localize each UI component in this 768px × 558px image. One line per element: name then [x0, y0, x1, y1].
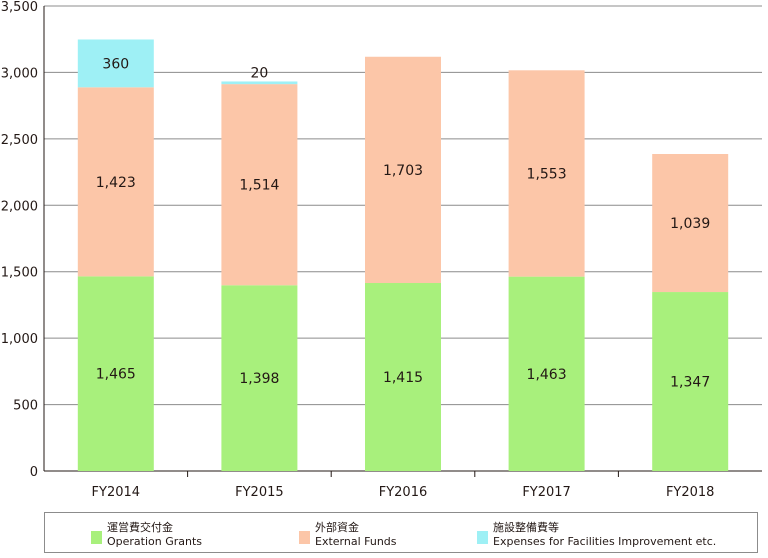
legend-label-ja: 施設整備費等 — [493, 521, 559, 534]
bar-external-funds — [508, 70, 585, 277]
data-label-external-funds: 1,703 — [383, 163, 423, 179]
legend-swatch-operation-grants — [91, 531, 102, 544]
legend-label-en: Operation Grants — [107, 535, 203, 548]
chart-legend: 運営費交付金 Operation Grants 外部資金 External Fu… — [44, 512, 758, 553]
bar-facilities — [77, 39, 154, 88]
x-tick-label: FY2016 — [379, 485, 428, 500]
bar-operation-grants — [77, 276, 154, 471]
bar-facilities — [221, 81, 298, 85]
y-tick-label: 3,500 — [1, 0, 38, 15]
y-tick-label: 3,000 — [1, 66, 38, 81]
data-label-operation-grants: 1,465 — [96, 367, 136, 383]
bar-operation-grants — [221, 285, 298, 471]
y-tick-label: 2,000 — [1, 199, 38, 214]
stacked-bar-chart: 0 500 1,000 1,500 2,000 2,500 3,000 3,500 1,465 1… — [1, 0, 762, 500]
data-label-operation-grants: 1,398 — [239, 371, 279, 387]
legend-label-en: Expenses for Facilities Improvement etc. — [493, 535, 717, 548]
y-tick-label: 0 — [30, 465, 38, 480]
legend-label-en: External Funds — [315, 535, 397, 548]
y-tick-label: 500 — [13, 399, 38, 414]
legend-label-ja: 外部資金 — [315, 521, 359, 534]
legend-label-ja: 運営費交付金 — [107, 521, 173, 534]
data-label-external-funds: 1,553 — [527, 166, 567, 182]
data-label-facilities: 360 — [102, 56, 129, 72]
bar-external-funds — [652, 154, 729, 293]
x-tick-label: FY2018 — [666, 485, 715, 500]
y-tick-label: 1,000 — [1, 332, 38, 347]
data-label-operation-grants: 1,347 — [670, 375, 710, 391]
bar-external-funds — [77, 87, 154, 277]
bar-operation-grants — [652, 292, 729, 471]
y-tick-label: 1,500 — [1, 266, 38, 281]
data-label-operation-grants: 1,415 — [383, 370, 423, 386]
data-label-operation-grants: 1,463 — [527, 367, 567, 383]
legend-swatch-external-funds — [299, 531, 310, 544]
x-tick-label: FY2017 — [522, 485, 571, 500]
bar-operation-grants — [365, 283, 441, 471]
bar-external-funds — [365, 56, 441, 284]
x-tick-label: FY2015 — [235, 485, 284, 500]
y-tick-label: 2,500 — [1, 133, 38, 148]
x-tick-label: FY2014 — [92, 485, 141, 500]
data-label-external-funds: 1,039 — [670, 216, 710, 232]
bar-operation-grants — [508, 276, 585, 471]
data-label-external-funds: 1,423 — [96, 175, 136, 191]
bar-external-funds — [221, 84, 298, 286]
data-label-facilities: 20 — [250, 65, 268, 81]
data-label-external-funds: 1,514 — [239, 178, 279, 194]
legend-swatch-facilities — [477, 531, 488, 544]
